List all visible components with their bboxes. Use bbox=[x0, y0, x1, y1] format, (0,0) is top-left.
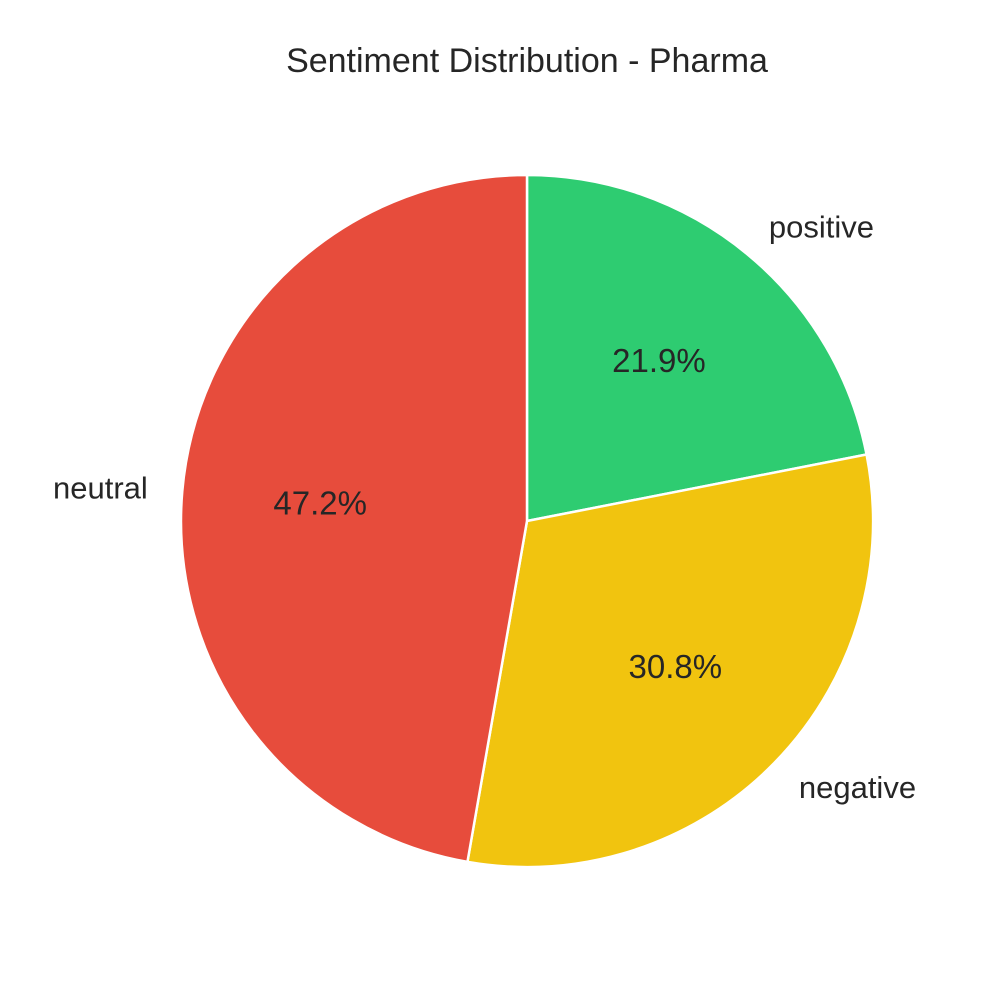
pie-labels: 21.9% positive 30.8% negative 47.2% neutral bbox=[53, 210, 916, 805]
pct-label-negative: 30.8% bbox=[628, 648, 722, 685]
pie-slice-neutral bbox=[179, 173, 529, 864]
pct-label-positive: 21.9% bbox=[612, 342, 706, 379]
pie-slice-positive bbox=[525, 173, 868, 523]
pie-slices bbox=[179, 173, 875, 869]
slice-label-neutral: neutral bbox=[53, 471, 148, 506]
chart-title: Sentiment Distribution - Pharma bbox=[286, 42, 768, 80]
slice-label-positive: positive bbox=[769, 210, 874, 245]
pct-label-neutral: 47.2% bbox=[273, 485, 367, 522]
pie-slice-negative bbox=[466, 453, 875, 869]
slice-label-negative: negative bbox=[799, 770, 916, 805]
